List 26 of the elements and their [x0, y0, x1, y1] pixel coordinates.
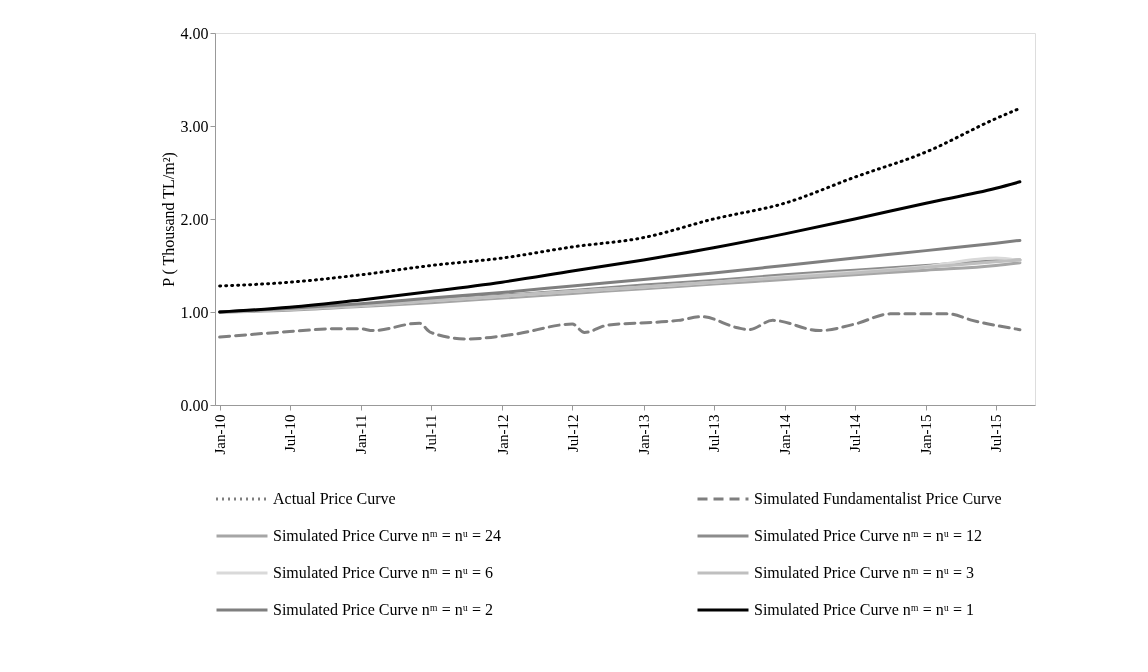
x-tick-label: Jan-14 [777, 414, 794, 455]
y-tick-label: 2.00 [180, 210, 209, 228]
x-tick-label: Jul-13 [706, 414, 723, 452]
legend-label: Simulated Price Curve nᵐ = nᵘ = 2 [273, 601, 493, 618]
x-tick-label: Jan-12 [494, 414, 511, 455]
x-tick-label: Jan-15 [918, 414, 935, 455]
x-tick-label: Jul-14 [847, 414, 864, 452]
legend-label: Actual Price Curve [273, 490, 396, 507]
legend-label: Simulated Price Curve nᵐ = nᵘ = 3 [754, 564, 974, 581]
legend-label: Simulated Fundamentalist Price Curve [754, 490, 1002, 507]
y-tick-label: 4.00 [180, 24, 209, 42]
legend-label: Simulated Price Curve nᵐ = nᵘ = 24 [273, 527, 501, 544]
y-tick-label: 0.00 [180, 396, 209, 414]
x-tick-label: Jan-11 [353, 414, 370, 454]
y-tick-label: 1.00 [180, 303, 209, 321]
x-tick-label: Jul-10 [282, 414, 299, 452]
legend-label: Simulated Price Curve nᵐ = nᵘ = 12 [754, 527, 982, 544]
x-tick-label: Jan-10 [212, 414, 229, 455]
x-tick-label: Jul-15 [988, 414, 1005, 452]
y-tick-label: 3.00 [180, 117, 209, 135]
y-axis-title: P ( Thousand TL/m²) [159, 152, 178, 287]
x-tick-label: Jul-12 [564, 414, 581, 452]
x-tick-label: Jan-13 [636, 414, 653, 455]
legend-label: Simulated Price Curve nᵐ = nᵘ = 6 [273, 564, 493, 581]
legend-label: Simulated Price Curve nᵐ = nᵘ = 1 [754, 601, 974, 618]
x-tick-label: Jul-11 [423, 414, 440, 452]
